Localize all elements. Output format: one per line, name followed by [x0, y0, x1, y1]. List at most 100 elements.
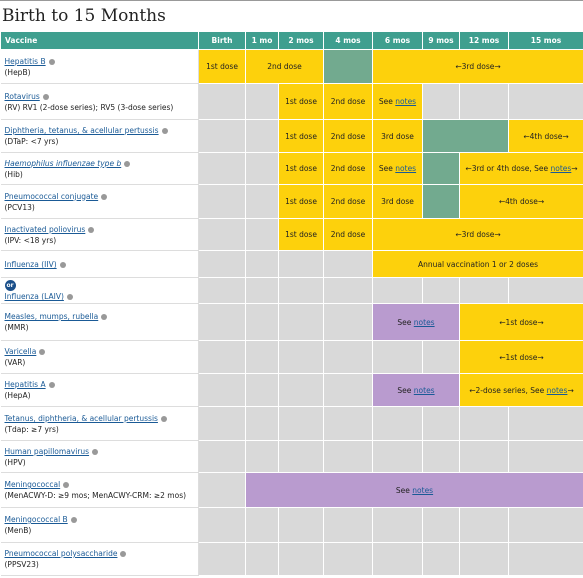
schedule-cell [245, 542, 279, 576]
vaccine-row: Meningococcal (MenACWY-D: ≥9 mos; MenACWY… [0, 472, 583, 508]
notes-link[interactable]: notes [412, 485, 434, 495]
schedule-cell [278, 507, 324, 543]
vaccine-link[interactable]: Meningococcal [4, 480, 61, 489]
notes-link[interactable]: notes [395, 97, 417, 106]
schedule-cell [508, 440, 583, 473]
schedule-cell [278, 542, 324, 576]
vaccine-link[interactable]: Varicella [4, 347, 37, 356]
vaccine-link[interactable]: Rotavirus [4, 91, 40, 101]
schedule-cell [245, 152, 279, 185]
vaccine-link[interactable]: Hepatitis A [4, 380, 46, 389]
schedule-cell [323, 303, 373, 341]
schedule-cell [323, 49, 373, 84]
schedule-cell [422, 507, 460, 543]
schedule-cell [323, 277, 373, 304]
schedule-cell [198, 250, 246, 278]
dose-text: See [397, 317, 414, 327]
vaccine-link[interactable]: Meningococcal B [4, 515, 68, 524]
schedule-cell [278, 250, 324, 278]
schedule-cell: 1st dose [278, 184, 324, 219]
schedule-cell [422, 440, 460, 473]
schedule-cell: See notes [372, 373, 460, 407]
dose-text: See [395, 485, 413, 495]
schedule-cell: Annual vaccination 1 or 2 doses [372, 250, 583, 278]
schedule-cell [278, 440, 324, 473]
schedule-cell [245, 277, 279, 304]
schedule-cell: 2nd dose [323, 83, 373, 120]
header-row: Vaccine Birth 1 mo 2 mos 4 mos 6 mos 9 mos 12 m… [0, 31, 583, 50]
page-title: Birth to 15 Months [0, 0, 583, 31]
dose-text: ←3rd dose→ [455, 62, 501, 71]
dose-text: 2nd dose [330, 131, 366, 141]
schedule-cell [323, 340, 373, 374]
schedule-cell: ←4th dose→ [508, 119, 583, 153]
vaccine-link[interactable]: Inactivated poliovirus [4, 224, 86, 234]
vaccine-row: Diphtheria, tetanus, & acellular pertuss… [0, 119, 583, 153]
schedule-cell [422, 119, 509, 153]
vaccine-row: Varicella (VAR) ←1st dose→ [0, 340, 583, 374]
schedule-cell [198, 340, 246, 374]
vaccine-abbrev: (PPSV23) [4, 560, 39, 569]
info-icon [48, 58, 55, 65]
schedule-cell [278, 277, 324, 304]
vaccine-label: Meningococcal (MenACWY-D: ≥9 mos; MenACWY… [0, 472, 199, 508]
vaccine-row: Meningococcal B (MenB) [0, 507, 583, 543]
notes-link[interactable]: notes [413, 317, 435, 327]
schedule-cell: ←3rd dose→ [372, 218, 583, 251]
dose-text: 1st dose [285, 230, 317, 239]
column-header: 9 mos [422, 31, 460, 50]
vaccine-abbrev: (MMR) [4, 323, 29, 332]
vaccine-link[interactable]: Pneumococcal conjugate [4, 191, 99, 201]
vaccine-abbrev: (HepB) [4, 67, 31, 77]
vaccine-link[interactable]: Human papillomavirus [4, 446, 90, 456]
dose-text: 2nd dose [267, 62, 302, 71]
column-header: 15 mos [508, 31, 583, 50]
schedule-cell [245, 83, 279, 120]
info-icon [101, 193, 108, 200]
table-body: Hepatitis B (HepB) 1st dose 2nd dose ←3rd do… [0, 49, 583, 576]
vaccine-label: Inactivated poliovirus (IPV: <18 yrs) [0, 218, 199, 251]
schedule-cell [459, 83, 509, 120]
dose-text: ←1st dose→ [499, 352, 544, 362]
vaccine-row: Hepatitis B (HepB) 1st dose 2nd dose ←3rd do… [0, 49, 583, 84]
schedule-cell: ←1st dose→ [459, 303, 583, 341]
schedule-cell [422, 184, 460, 219]
notes-link[interactable]: notes [413, 385, 435, 395]
vaccine-abbrev: (HepA) [4, 391, 31, 400]
vaccine-row: Hepatitis A (HepA) See notes ←2-dose series… [0, 373, 583, 407]
vaccine-link[interactable]: Influenza (LAIV) [4, 292, 64, 301]
vaccine-link[interactable]: Influenza (IIV) [4, 259, 57, 269]
schedule-cell [198, 83, 246, 120]
schedule-cell [372, 440, 423, 473]
schedule-cell [198, 184, 246, 219]
schedule-cell [508, 542, 583, 576]
schedule-cell [459, 507, 509, 543]
vaccine-link[interactable]: Diphtheria, tetanus, & acellular pertuss… [4, 126, 159, 135]
schedule-cell: 2nd dose [323, 184, 373, 219]
vaccine-link[interactable]: Pneumococcal polysaccharide [4, 549, 118, 558]
vaccine-link[interactable]: Haemophilus influenzae type b [4, 158, 122, 168]
schedule-cell: 1st dose [278, 218, 324, 251]
dose-text: 3rd dose [381, 131, 414, 141]
dose-text: 1st dose [285, 97, 317, 106]
dose-text: 1st dose [285, 131, 317, 141]
schedule-cell [245, 218, 279, 251]
column-header: 2 mos [278, 31, 324, 50]
vaccine-link[interactable]: Hepatitis B [4, 56, 46, 66]
vaccine-abbrev: (MenB) [4, 526, 32, 535]
vaccine-link[interactable]: Tetanus, diphtheria, & acellular pertuss… [4, 413, 158, 423]
schedule-cell [372, 507, 423, 543]
notes-link[interactable]: notes [546, 385, 568, 395]
schedule-cell [508, 83, 583, 120]
vaccine-abbrev: (PCV13) [4, 202, 35, 212]
column-header: Birth [198, 31, 246, 50]
column-header: 1 mo [245, 31, 279, 50]
notes-link[interactable]: notes [550, 164, 572, 173]
info-icon [39, 349, 46, 355]
schedule-cell: 1st dose [278, 83, 324, 120]
vaccine-link[interactable]: Measles, mumps, rubella [4, 312, 99, 321]
schedule-cell: 2nd dose [323, 119, 373, 153]
or-badge: or [4, 280, 16, 291]
notes-link[interactable]: notes [395, 164, 417, 173]
